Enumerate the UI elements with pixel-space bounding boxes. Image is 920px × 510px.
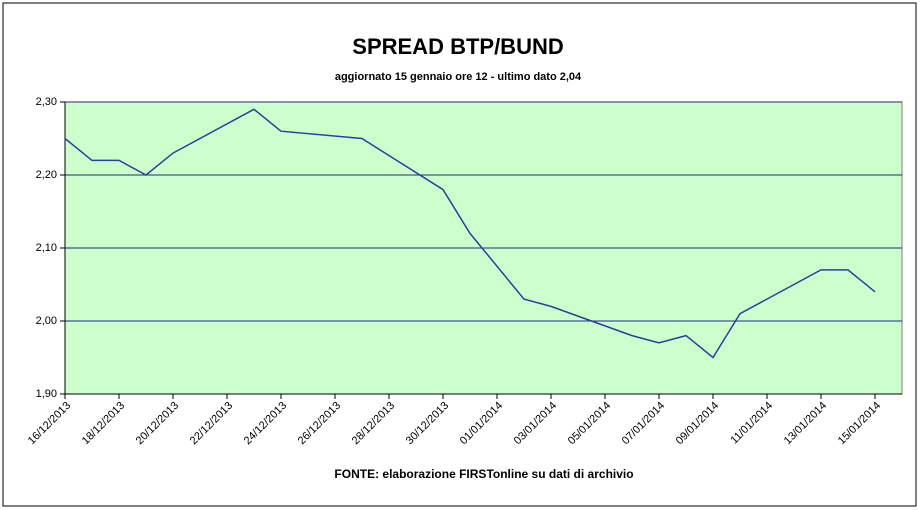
data-line bbox=[64, 108, 876, 359]
y-tick-label: 1,90 bbox=[36, 388, 57, 400]
y-tick-label: 2,20 bbox=[36, 169, 57, 181]
chart-subtitle: aggiornato 15 gennaio ore 12 - ultimo da… bbox=[335, 71, 582, 83]
y-tick-label: 2,10 bbox=[36, 242, 57, 254]
chart-title: SPREAD BTP/BUND bbox=[352, 34, 563, 59]
source-note: FONTE: elaborazione FIRSTonline su dati … bbox=[334, 467, 633, 481]
y-tick-label: 2,30 bbox=[36, 96, 57, 108]
y-tick-label: 2,00 bbox=[36, 315, 57, 327]
